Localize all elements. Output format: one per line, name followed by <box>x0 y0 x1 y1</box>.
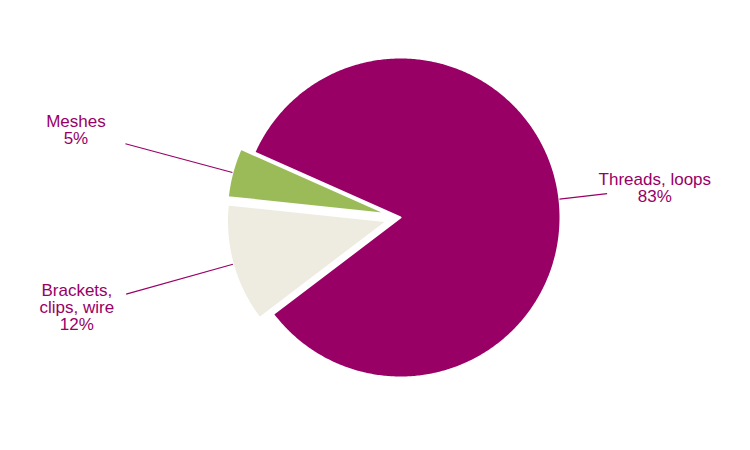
svg-text:Meshes5%: Meshes5% <box>46 112 106 148</box>
svg-text:Threads, loops83%: Threads, loops83% <box>599 170 711 206</box>
svg-text:Brackets,clips, wire12%: Brackets,clips, wire12% <box>40 281 115 334</box>
